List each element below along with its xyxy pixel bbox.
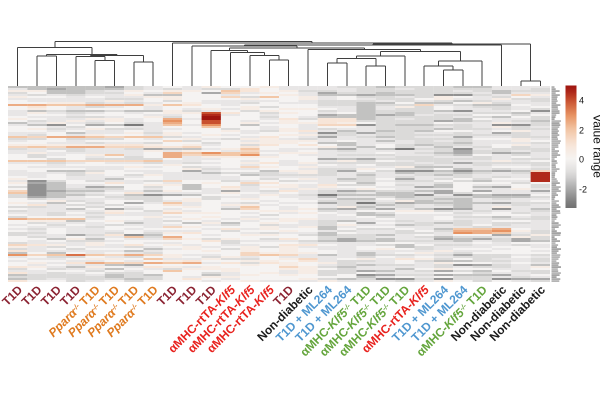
svg-text:-2: -2 xyxy=(579,185,587,195)
svg-text:2: 2 xyxy=(579,126,584,136)
svg-text:4: 4 xyxy=(579,96,584,106)
svg-text:0: 0 xyxy=(579,155,584,165)
svg-text:Value range: Value range xyxy=(591,114,600,178)
